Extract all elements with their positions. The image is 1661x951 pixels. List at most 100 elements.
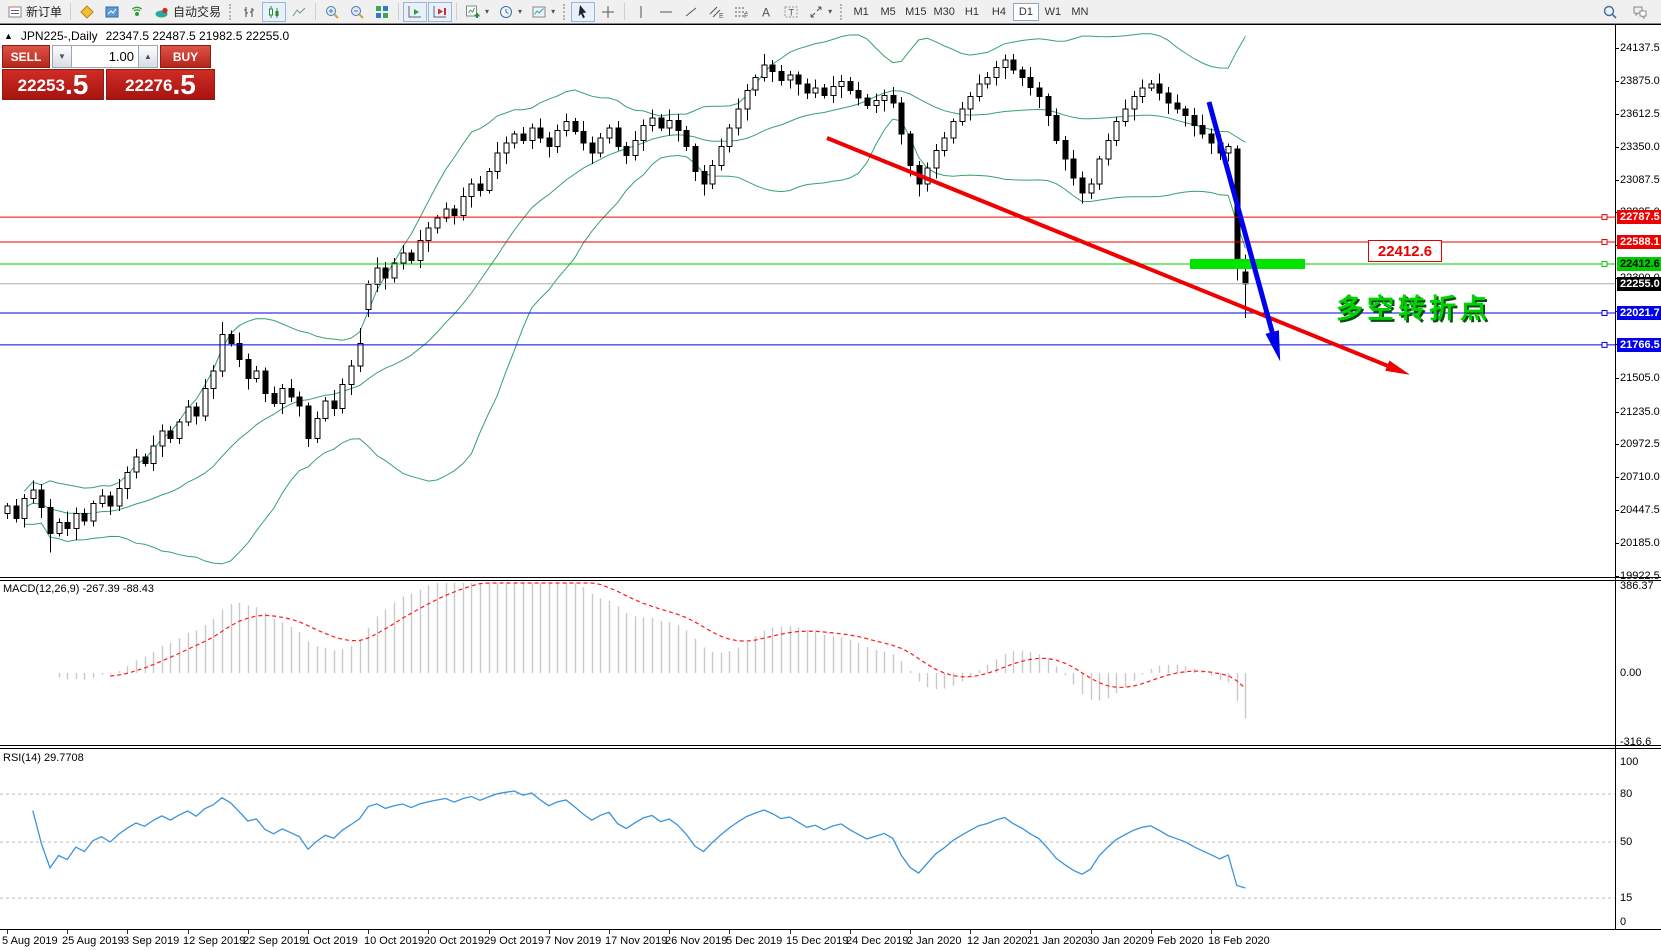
bollinger-lower	[24, 118, 1246, 565]
auto-scroll-button[interactable]	[403, 1, 428, 22]
date-label: 25 Aug 2019	[62, 935, 124, 947]
price-tick-label: 23612.5	[1620, 108, 1660, 120]
toolbar-drag-handle[interactable]	[563, 3, 567, 20]
line-chart-button[interactable]	[287, 2, 311, 22]
date-tick	[308, 930, 309, 934]
price-tick-label: 20447.5	[1620, 504, 1660, 516]
toolbar-drag-handle[interactable]	[229, 3, 233, 20]
date-label: 20 Oct 2019	[424, 935, 484, 947]
hline-price-label: 22021.7	[1617, 306, 1661, 320]
timeframe-button-W1[interactable]: W1	[1044, 5, 1062, 18]
volume-down-button[interactable]: ▼	[52, 45, 72, 68]
cursor-icon	[578, 4, 587, 18]
hline-handle[interactable]	[1601, 261, 1608, 267]
trendline-button[interactable]	[679, 2, 703, 22]
timeframe-group: M1 M5 M15 M30 H1 H4 D1 W1 MN	[848, 2, 1093, 21]
pane-separator[interactable]	[0, 748, 1661, 749]
date-tick	[669, 930, 670, 934]
turning-point-annotation[interactable]: 多空转折点	[1336, 294, 1491, 324]
buy-button[interactable]: BUY	[160, 45, 211, 68]
timeframe-button-MN[interactable]: MN	[1071, 5, 1089, 18]
svg-text:A: A	[762, 5, 770, 19]
rsi-axis-label: 0	[1620, 916, 1627, 928]
price-tick-label: 23087.5	[1620, 174, 1660, 186]
crosshair-button[interactable]	[596, 2, 620, 22]
autotrading-icon	[155, 7, 168, 17]
zoom-in-button[interactable]	[320, 2, 344, 22]
hline-price-label: 22588.1	[1617, 235, 1661, 249]
timeframe-button-M5[interactable]: M5	[880, 5, 896, 18]
terminal-icon	[105, 6, 119, 17]
signals-button[interactable]	[125, 2, 149, 22]
time-axis: 5 Aug 2019 25 Aug 2019 3 Sep 2019 12 Sep 20…	[0, 930, 1661, 951]
timeframe-button-H1[interactable]: H1	[964, 5, 979, 18]
line-chart-icon	[292, 7, 306, 16]
timeframe-button-M1[interactable]: M1	[853, 5, 869, 18]
toolbar-drag-handle[interactable]	[840, 3, 844, 20]
date-label: 5 Dec 2019	[726, 935, 783, 947]
price-tick-label: 20972.5	[1620, 438, 1660, 450]
zoom-out-button[interactable]	[345, 2, 369, 22]
terminal-button[interactable]	[100, 2, 124, 22]
hline-handle[interactable]	[1601, 341, 1608, 348]
macd-canvas[interactable]	[0, 581, 1615, 745]
search-button[interactable]	[1598, 2, 1622, 22]
templates-button[interactable]: ▾	[527, 2, 559, 22]
blue-trend-arrow[interactable]	[1206, 101, 1279, 347]
chart-shift-button[interactable]	[428, 1, 453, 22]
sell-price-panel[interactable]: 22253.5	[2, 69, 104, 100]
date-tick	[7, 930, 8, 934]
hline-handle[interactable]	[1601, 214, 1608, 221]
timeframe-button-D1[interactable]: D1	[1012, 2, 1039, 21]
rsi-axis-label: 15	[1620, 892, 1633, 904]
chat-button[interactable]	[1628, 2, 1652, 22]
price-chart-canvas[interactable]	[0, 25, 1615, 577]
candlestick-chart-button[interactable]	[262, 1, 287, 22]
red-trend-arrow[interactable]	[826, 136, 1399, 372]
date-label: 1 Oct 2019	[304, 935, 358, 947]
one-click-toggle[interactable]: ▲	[4, 31, 13, 41]
symbol-ohlc: 22347.5 22487.5 21982.5 22255.0	[105, 29, 290, 43]
new-order-icon	[8, 6, 22, 17]
cursor-button[interactable]	[571, 1, 596, 22]
periods-button[interactable]: ▾	[494, 2, 526, 22]
buy-price-panel[interactable]: 22276.5	[106, 69, 215, 100]
timeframe-button-H4[interactable]: H4	[991, 5, 1006, 18]
pane-separator[interactable]	[0, 745, 1661, 746]
pane-separator[interactable]	[0, 577, 1661, 578]
hline-handle[interactable]	[1601, 310, 1608, 316]
indicators-icon	[466, 5, 480, 18]
pane-separator[interactable]	[0, 580, 1661, 581]
label-tool-button[interactable]: T	[779, 2, 803, 22]
fibonacci-button[interactable]: F	[729, 2, 753, 22]
zoom-in-icon	[326, 5, 339, 19]
date-label: 24 Dec 2019	[846, 935, 909, 947]
timeframe-button-M15[interactable]: M15	[905, 5, 927, 18]
text-icon: A	[762, 5, 770, 19]
tile-windows-button[interactable]	[370, 2, 394, 22]
price-tick-label: 20710.0	[1620, 471, 1660, 483]
new-order-button[interactable]: 新订单	[3, 2, 66, 22]
rsi-canvas[interactable]	[0, 749, 1615, 929]
metaeditor-icon	[80, 4, 94, 19]
sell-button[interactable]: SELL	[2, 45, 50, 68]
text-tool-button[interactable]: A	[754, 2, 778, 22]
arrows-tool-button[interactable]: ▾	[804, 2, 836, 22]
channel-button[interactable]: E	[704, 2, 728, 22]
price-tick-label: 20185.0	[1620, 537, 1660, 549]
autotrading-button[interactable]: 自动交易	[150, 2, 225, 22]
green-highlight-bar[interactable]	[1190, 259, 1305, 269]
bar-chart-icon	[244, 6, 255, 17]
volume-input[interactable]	[72, 45, 138, 68]
indicators-button[interactable]: ▾	[461, 2, 493, 22]
price-tag-annotation[interactable]: 22412.6	[1368, 240, 1442, 262]
date-tick	[790, 930, 791, 934]
hline-handle[interactable]	[1601, 239, 1608, 245]
vertical-line-button[interactable]	[629, 2, 653, 22]
metaeditor-button[interactable]	[75, 2, 99, 22]
trendline-icon	[685, 7, 697, 16]
horizontal-line-button[interactable]	[654, 2, 678, 22]
volume-up-button[interactable]: ▲	[138, 45, 158, 68]
timeframe-button-M30[interactable]: M30	[933, 5, 955, 18]
bar-chart-button[interactable]	[237, 2, 261, 22]
